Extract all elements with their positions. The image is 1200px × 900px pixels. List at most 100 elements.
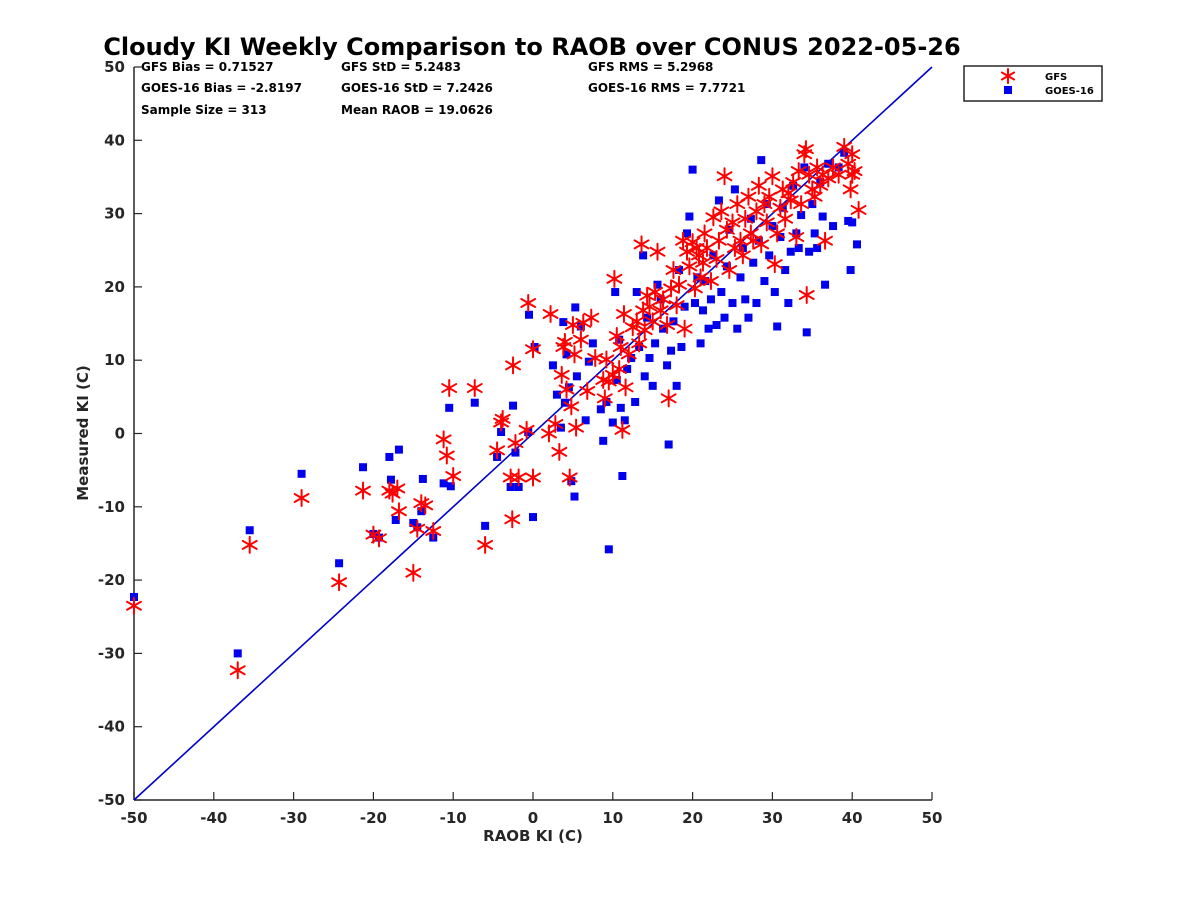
data-point bbox=[564, 316, 581, 335]
data-point bbox=[385, 452, 394, 461]
data-point bbox=[627, 354, 636, 363]
x-tick-label: -30 bbox=[280, 809, 307, 827]
data-point bbox=[409, 519, 426, 538]
x-ticks: -50 -40 -30 -20 -10 0 10 20 30 40 50 bbox=[120, 792, 942, 827]
data-point bbox=[445, 403, 454, 412]
data-point bbox=[530, 343, 539, 352]
data-point bbox=[773, 322, 782, 331]
data-point bbox=[717, 288, 726, 297]
data-point bbox=[293, 489, 310, 508]
stat-text: Mean RAOB = 19.0626 bbox=[341, 103, 493, 117]
data-point bbox=[696, 339, 705, 348]
data-point bbox=[734, 246, 751, 265]
plot-area: -50 -40 -30 -20 -10 0 10 20 30 40 50 -50-40-30-20-… bbox=[98, 58, 943, 827]
data-point bbox=[604, 545, 613, 554]
data-point bbox=[788, 228, 805, 247]
data-point bbox=[359, 463, 368, 472]
data-point bbox=[558, 380, 575, 399]
data-point bbox=[703, 272, 719, 291]
data-point bbox=[744, 313, 753, 322]
data-point bbox=[409, 518, 418, 527]
y-tick-label: -50 bbox=[98, 791, 125, 809]
data-point bbox=[598, 350, 615, 369]
legend-label-gfs: GFS bbox=[1045, 72, 1067, 83]
data-point bbox=[663, 361, 672, 370]
data-point bbox=[746, 214, 755, 223]
data-point bbox=[604, 365, 621, 384]
data-point bbox=[470, 398, 479, 407]
x-tick-label: 0 bbox=[528, 809, 538, 827]
data-point bbox=[547, 414, 564, 433]
data-point bbox=[497, 428, 506, 437]
data-point bbox=[750, 176, 767, 195]
data-point bbox=[640, 372, 649, 381]
data-point bbox=[749, 258, 758, 267]
y-tick-label: 50 bbox=[104, 58, 125, 76]
data-point bbox=[615, 335, 624, 344]
data-point bbox=[572, 372, 581, 381]
data-point bbox=[730, 185, 739, 194]
data-point bbox=[681, 257, 698, 276]
data-point bbox=[668, 296, 685, 315]
stat-text: GFS StD = 5.2483 bbox=[341, 60, 461, 74]
data-point bbox=[608, 418, 617, 427]
data-point bbox=[525, 468, 541, 487]
data-point bbox=[708, 250, 725, 269]
data-point bbox=[612, 338, 629, 357]
data-point bbox=[844, 145, 861, 164]
data-point bbox=[648, 381, 657, 390]
data-point bbox=[548, 361, 557, 370]
data-point bbox=[808, 200, 817, 209]
data-point bbox=[632, 288, 641, 297]
data-point bbox=[596, 389, 613, 408]
data-point bbox=[720, 313, 729, 322]
data-point bbox=[525, 310, 534, 319]
data-point bbox=[620, 416, 629, 425]
data-point bbox=[614, 420, 631, 439]
data-point bbox=[844, 165, 861, 184]
stat-text: GFS RMS = 5.2968 bbox=[588, 60, 713, 74]
data-point bbox=[821, 280, 830, 289]
data-point bbox=[647, 283, 664, 302]
data-point bbox=[677, 343, 686, 352]
data-point bbox=[556, 332, 573, 351]
data-point bbox=[514, 483, 523, 492]
data-point bbox=[740, 187, 757, 206]
data-point bbox=[551, 442, 568, 461]
legend-marker-gfs bbox=[1000, 68, 1016, 84]
data-point bbox=[848, 218, 857, 227]
data-point bbox=[698, 306, 707, 315]
data-point bbox=[596, 405, 605, 414]
data-point bbox=[504, 510, 521, 529]
data-point bbox=[688, 165, 697, 174]
data-point bbox=[729, 195, 746, 214]
data-point bbox=[754, 236, 763, 245]
x-tick-label: -40 bbox=[200, 809, 227, 827]
data-point bbox=[606, 269, 623, 288]
x-tick-label: 20 bbox=[682, 809, 703, 827]
data-point bbox=[562, 350, 571, 359]
data-point bbox=[782, 191, 799, 210]
data-point bbox=[766, 255, 783, 274]
data-point bbox=[781, 266, 790, 275]
data-point bbox=[542, 305, 559, 324]
data-point bbox=[602, 397, 611, 406]
data-point bbox=[579, 381, 596, 400]
x-axis-label: RAOB KI (C) bbox=[483, 827, 583, 845]
data-point bbox=[687, 279, 703, 298]
data-point bbox=[741, 295, 750, 304]
data-point bbox=[748, 202, 765, 221]
data-point bbox=[842, 180, 859, 199]
data-point bbox=[559, 318, 568, 327]
y-tick-label: 30 bbox=[104, 205, 125, 223]
data-point bbox=[576, 322, 585, 331]
data-point bbox=[331, 573, 348, 592]
data-point bbox=[571, 303, 580, 312]
data-point bbox=[477, 535, 494, 554]
data-point bbox=[810, 229, 819, 238]
data-point bbox=[794, 244, 803, 253]
data-point bbox=[389, 479, 406, 498]
data-point bbox=[623, 364, 632, 373]
data-point bbox=[581, 416, 590, 425]
